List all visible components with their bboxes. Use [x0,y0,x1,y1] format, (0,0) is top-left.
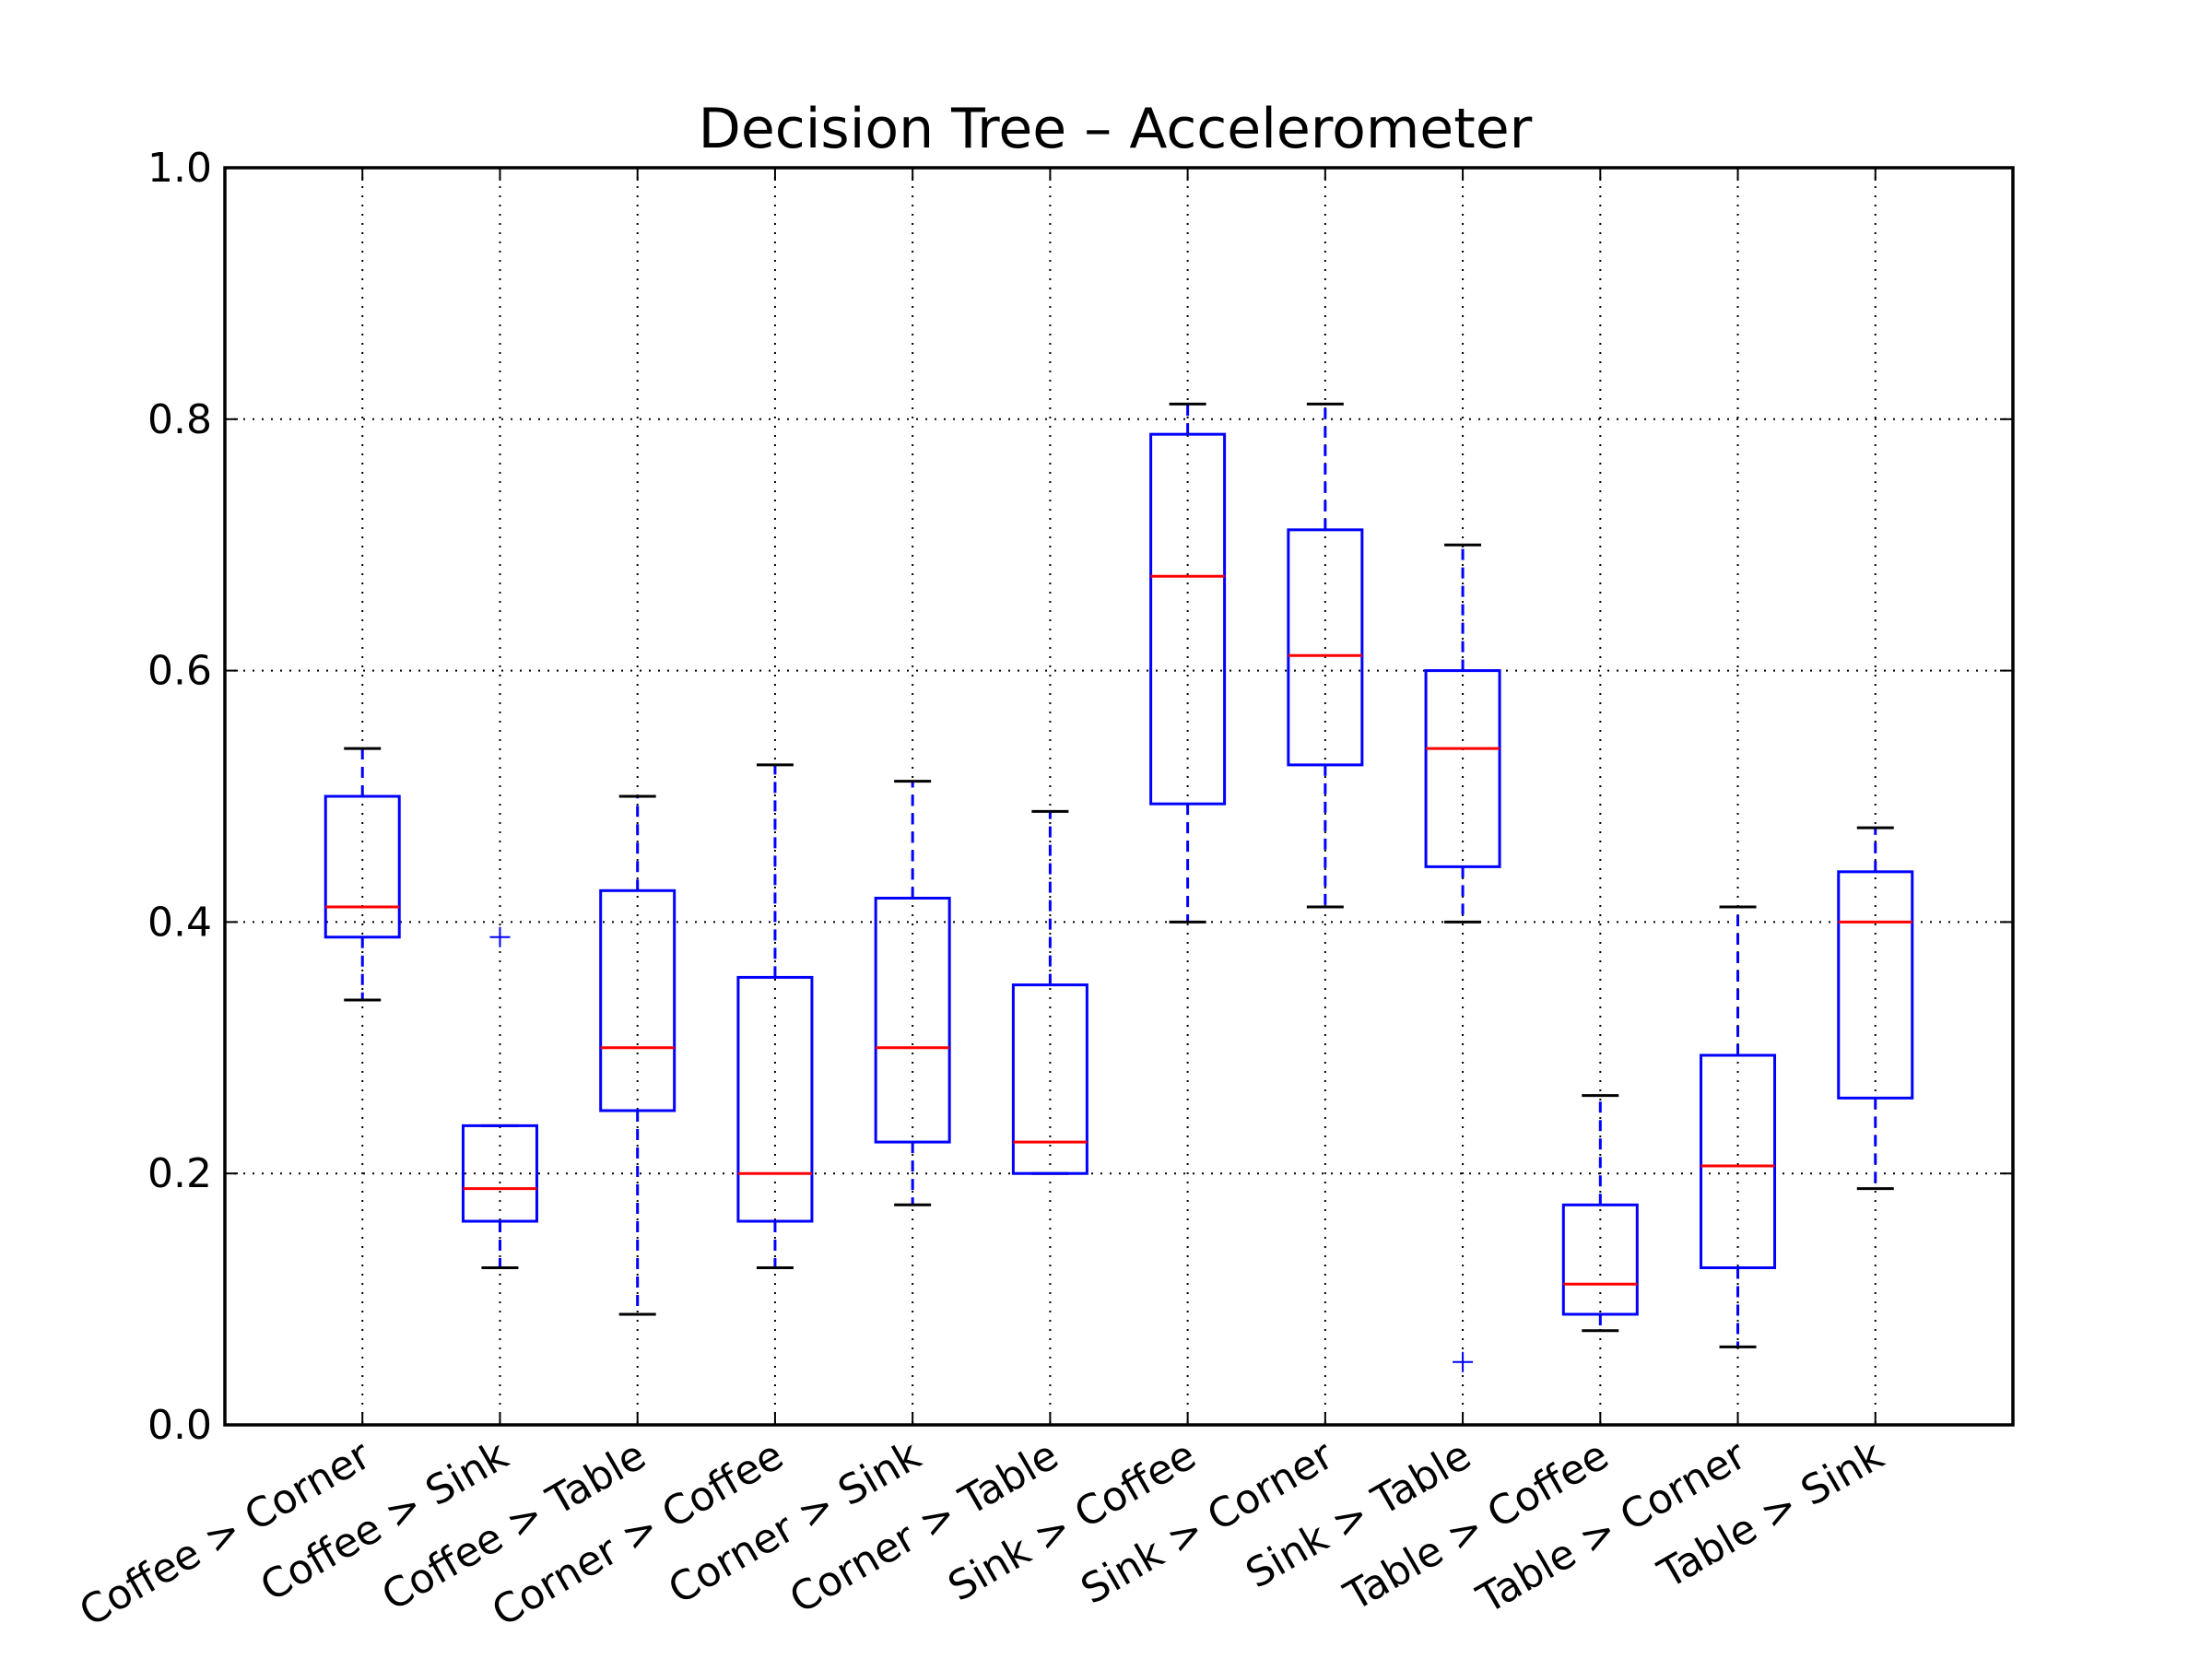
box-group [1561,1094,1639,1333]
box-group [1287,402,1364,909]
y-tick-label: 0.4 [147,899,212,946]
box-group [599,794,677,1316]
chart-title: Decision Tree – Accelerometer [699,97,1533,161]
box-group [1700,905,1777,1348]
box-group [1837,826,1914,1191]
iqr-box [736,975,814,1223]
iqr-box [1700,1053,1777,1270]
y-axis-ticks: 0.0 0.2 0.4 0.6 0.8 1.0 [147,145,2013,1449]
iqr-box [1424,669,1501,868]
iqr-box [1837,870,1914,1100]
box-group [1424,543,1501,1372]
box-group [324,747,401,1002]
y-tick-label: 0.6 [147,648,212,695]
iqr-box [461,1124,538,1223]
y-tick-label: 0.2 [147,1150,212,1197]
box-group [1011,809,1088,1175]
grid-lines [225,168,2013,1425]
iqr-box [599,888,677,1112]
plot-frame [223,166,2015,1427]
box-group [736,763,814,1269]
iqr-box [1561,1203,1639,1316]
iqr-box [1011,983,1088,1175]
iqr-box [324,794,401,939]
box-group [1149,402,1227,924]
box-group [461,926,538,1269]
iqr-box [1149,432,1227,806]
y-tick-label: 0.0 [147,1402,212,1449]
y-tick-label: 1.0 [147,145,212,192]
y-tick-label: 0.8 [147,396,212,443]
box-group [874,780,951,1206]
iqr-box [1287,528,1364,767]
iqr-box [874,896,951,1144]
box-series [324,402,1914,1372]
